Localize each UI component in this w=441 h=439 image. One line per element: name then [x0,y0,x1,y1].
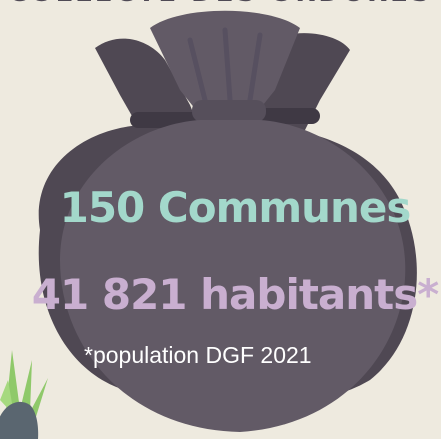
habitants-count: 41 821 habitants* [31,270,439,319]
communes-count: 150 Communes [59,183,412,232]
stone-icon [0,401,39,439]
population-footnote: *population DGF 2021 [84,342,312,368]
page-title: COLLECTE DES ORDURES [0,0,441,8]
garbage-bag-icon [60,10,406,432]
